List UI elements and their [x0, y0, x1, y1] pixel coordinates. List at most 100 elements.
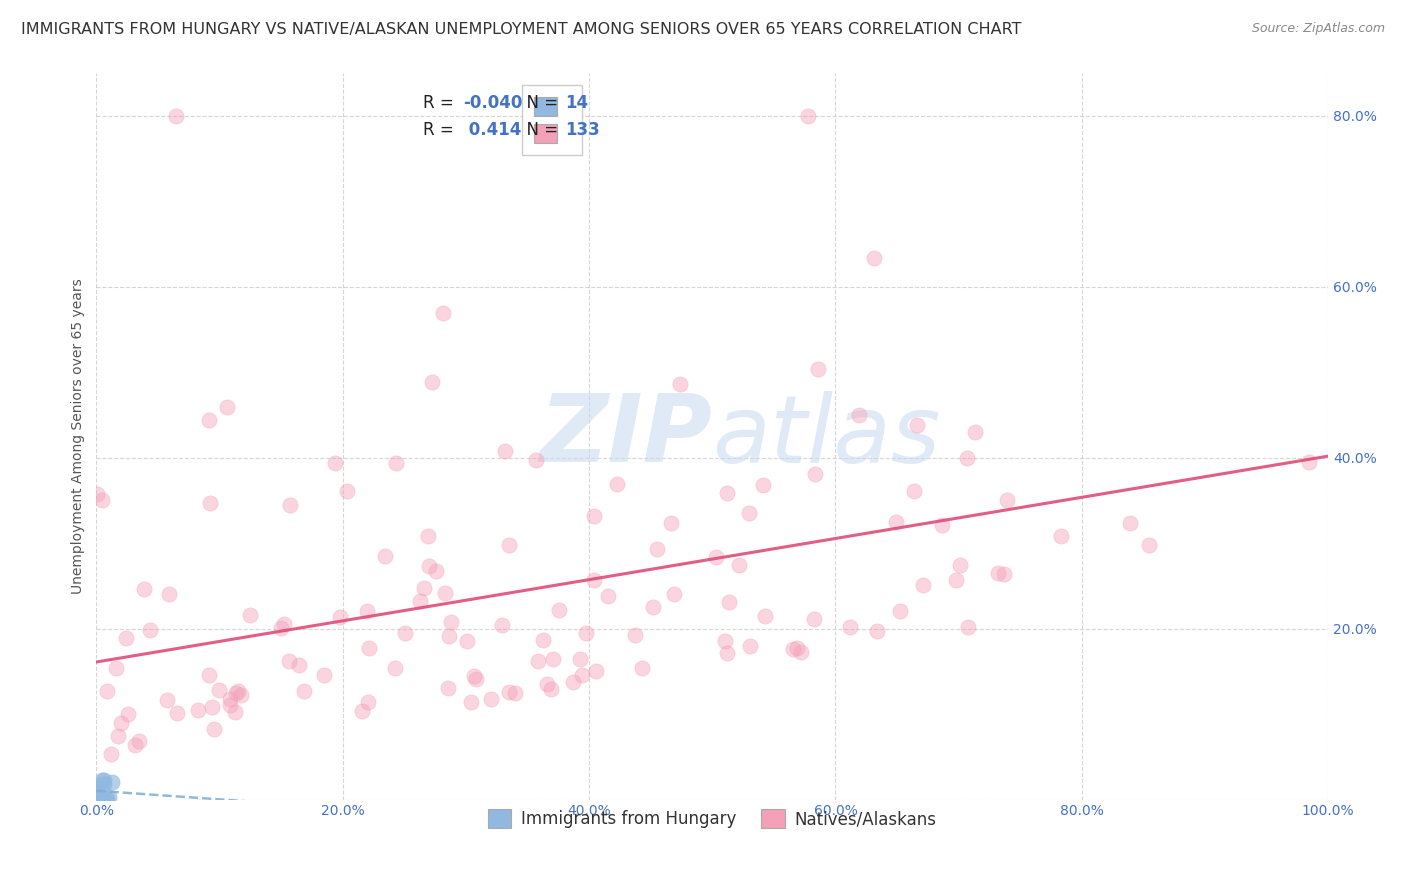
Text: 14: 14 — [565, 95, 589, 112]
Point — [439, 615, 461, 629]
Point — [105, 661, 128, 675]
Text: N =: N = — [516, 95, 564, 112]
Point — [606, 477, 628, 491]
Point — [96, 792, 118, 806]
Point — [456, 634, 478, 648]
Point — [224, 705, 246, 719]
Point — [912, 577, 935, 591]
Point — [288, 658, 311, 673]
Point — [863, 251, 886, 265]
Point — [91, 792, 114, 806]
Point — [803, 612, 825, 626]
Point — [350, 704, 373, 718]
Point — [107, 729, 129, 743]
Point — [583, 573, 606, 587]
Point — [433, 586, 456, 600]
Point — [718, 595, 741, 609]
Point — [903, 484, 925, 499]
Point — [208, 682, 231, 697]
Point — [356, 604, 378, 618]
Point — [956, 451, 979, 466]
Point — [582, 508, 605, 523]
Point — [114, 631, 136, 645]
Point — [239, 607, 262, 622]
Point — [336, 484, 359, 499]
Point — [228, 683, 250, 698]
Point — [659, 516, 682, 530]
Text: -0.040: -0.040 — [464, 95, 523, 112]
Point — [156, 693, 179, 707]
Point — [374, 549, 396, 563]
Point — [1049, 529, 1071, 543]
Point — [409, 593, 432, 607]
Point — [790, 645, 813, 659]
Point — [479, 692, 502, 706]
Point — [498, 685, 520, 699]
Point — [526, 655, 548, 669]
Point — [907, 417, 929, 432]
Point — [292, 684, 315, 698]
Point — [273, 616, 295, 631]
Point — [643, 599, 665, 614]
Point — [503, 686, 526, 700]
Point — [752, 477, 775, 491]
Point — [385, 456, 408, 470]
Point — [536, 677, 558, 691]
Point — [540, 682, 562, 697]
Point — [198, 496, 221, 510]
Point — [323, 456, 346, 470]
Point — [314, 667, 336, 681]
Point — [86, 487, 108, 501]
Point — [218, 698, 240, 713]
Point — [491, 618, 513, 632]
Point — [90, 493, 112, 508]
Point — [231, 689, 253, 703]
Point — [425, 564, 447, 578]
Point — [727, 558, 749, 573]
Text: R =: R = — [423, 120, 458, 138]
Point — [198, 668, 221, 682]
Point — [754, 608, 776, 623]
Point — [498, 538, 520, 552]
Point — [803, 467, 825, 481]
Point — [86, 785, 108, 799]
Point — [96, 683, 118, 698]
Text: ZIP: ZIP — [540, 391, 713, 483]
Point — [782, 642, 804, 657]
Point — [202, 723, 225, 737]
Point — [463, 669, 485, 683]
Point — [86, 779, 108, 793]
Point — [956, 620, 979, 634]
Point — [541, 652, 564, 666]
Point — [110, 716, 132, 731]
Point — [786, 641, 808, 656]
Point — [630, 661, 652, 675]
Point — [533, 633, 555, 648]
Point — [219, 692, 242, 706]
Point — [866, 624, 889, 639]
Point — [1119, 516, 1142, 530]
Point — [669, 377, 692, 392]
Point — [384, 661, 406, 675]
Point — [420, 375, 443, 389]
Point — [96, 792, 118, 806]
Point — [1139, 538, 1161, 552]
Point — [889, 604, 911, 618]
Point — [662, 587, 685, 601]
Point — [124, 738, 146, 752]
Point — [460, 695, 482, 709]
Point — [100, 747, 122, 762]
Point — [716, 646, 738, 660]
Point — [90, 789, 112, 804]
Text: N =: N = — [516, 120, 564, 138]
Point — [329, 610, 352, 624]
Point — [432, 306, 454, 320]
Point — [963, 425, 986, 440]
Point — [197, 413, 219, 427]
Point — [357, 641, 380, 656]
Point — [90, 772, 112, 787]
Text: Source: ZipAtlas.com: Source: ZipAtlas.com — [1251, 22, 1385, 36]
Point — [949, 558, 972, 573]
Point — [93, 777, 115, 791]
Point — [394, 626, 416, 640]
